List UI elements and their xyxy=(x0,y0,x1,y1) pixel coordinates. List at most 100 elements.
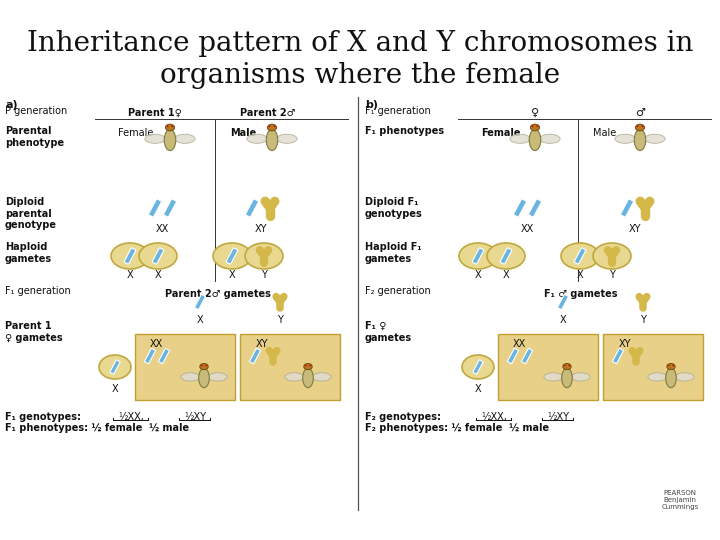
FancyBboxPatch shape xyxy=(240,334,340,400)
Text: X: X xyxy=(127,270,133,280)
Text: ½XY: ½XY xyxy=(547,412,569,422)
Text: ♀: ♀ xyxy=(531,108,539,118)
Polygon shape xyxy=(557,294,569,310)
Ellipse shape xyxy=(668,364,670,366)
Text: Y: Y xyxy=(640,315,646,325)
Ellipse shape xyxy=(636,125,639,127)
Polygon shape xyxy=(246,199,258,217)
Ellipse shape xyxy=(305,364,307,366)
Polygon shape xyxy=(508,348,518,364)
Ellipse shape xyxy=(529,130,541,151)
Polygon shape xyxy=(124,248,136,264)
Text: X: X xyxy=(197,315,203,325)
Polygon shape xyxy=(148,199,162,217)
Ellipse shape xyxy=(510,134,531,143)
Ellipse shape xyxy=(285,373,304,381)
Polygon shape xyxy=(144,348,156,364)
Ellipse shape xyxy=(181,373,199,381)
Text: XY: XY xyxy=(618,339,631,349)
Ellipse shape xyxy=(139,243,177,269)
Text: ½XX,: ½XX, xyxy=(118,412,144,422)
Ellipse shape xyxy=(247,134,267,143)
Ellipse shape xyxy=(531,124,539,131)
Text: Female: Female xyxy=(481,128,521,138)
FancyBboxPatch shape xyxy=(498,334,598,400)
Ellipse shape xyxy=(487,243,525,269)
Text: X: X xyxy=(155,270,161,280)
Text: Female: Female xyxy=(118,128,153,138)
Ellipse shape xyxy=(309,364,311,366)
Text: Parent 2♂ gametes: Parent 2♂ gametes xyxy=(165,289,271,299)
Ellipse shape xyxy=(667,363,675,370)
Text: F₁ generation: F₁ generation xyxy=(365,106,431,116)
Ellipse shape xyxy=(672,364,674,366)
Text: XX: XX xyxy=(513,339,526,349)
Text: F₁ phenotypes: ½ female  ½ male: F₁ phenotypes: ½ female ½ male xyxy=(5,423,189,433)
Ellipse shape xyxy=(175,134,195,143)
Ellipse shape xyxy=(540,134,560,143)
Polygon shape xyxy=(152,248,164,264)
Text: Haploid F₁
gametes: Haploid F₁ gametes xyxy=(365,242,422,264)
Ellipse shape xyxy=(531,125,534,127)
Polygon shape xyxy=(528,199,541,217)
Polygon shape xyxy=(521,348,533,364)
Ellipse shape xyxy=(245,243,283,269)
Ellipse shape xyxy=(145,134,166,143)
Ellipse shape xyxy=(266,130,278,151)
Ellipse shape xyxy=(213,243,251,269)
Ellipse shape xyxy=(634,130,646,151)
Text: b): b) xyxy=(365,100,378,110)
Ellipse shape xyxy=(644,134,665,143)
Ellipse shape xyxy=(199,368,210,388)
Ellipse shape xyxy=(564,364,566,366)
Polygon shape xyxy=(158,348,170,364)
Text: XY: XY xyxy=(629,224,642,234)
Text: P generation: P generation xyxy=(5,106,67,116)
Ellipse shape xyxy=(166,125,168,127)
Text: F₁ generation: F₁ generation xyxy=(5,286,71,296)
Text: X: X xyxy=(503,270,509,280)
Text: Haploid
gametes: Haploid gametes xyxy=(5,242,52,264)
Ellipse shape xyxy=(642,125,644,127)
Text: X: X xyxy=(559,315,567,325)
Ellipse shape xyxy=(205,364,207,366)
Ellipse shape xyxy=(666,368,676,388)
Ellipse shape xyxy=(636,124,644,131)
Text: X: X xyxy=(474,270,481,280)
Ellipse shape xyxy=(568,364,570,366)
Text: F₁ ♀
gametes: F₁ ♀ gametes xyxy=(365,321,412,342)
Ellipse shape xyxy=(99,355,131,379)
Ellipse shape xyxy=(562,368,572,388)
Ellipse shape xyxy=(208,373,227,381)
Text: Parent 1
♀ gametes: Parent 1 ♀ gametes xyxy=(5,321,63,342)
Text: XX: XX xyxy=(521,224,534,234)
Text: F₂ generation: F₂ generation xyxy=(365,286,431,296)
Polygon shape xyxy=(226,248,238,264)
Ellipse shape xyxy=(593,243,631,269)
Ellipse shape xyxy=(164,130,176,151)
Polygon shape xyxy=(109,360,120,374)
Ellipse shape xyxy=(615,134,635,143)
Text: X: X xyxy=(112,384,118,394)
Ellipse shape xyxy=(544,373,563,381)
Ellipse shape xyxy=(274,125,276,127)
Text: X: X xyxy=(229,270,235,280)
Text: XX: XX xyxy=(156,224,168,234)
Text: XY: XY xyxy=(256,339,269,349)
Ellipse shape xyxy=(200,363,208,370)
Ellipse shape xyxy=(675,373,694,381)
Ellipse shape xyxy=(267,124,276,131)
Text: F₂ genotypes:: F₂ genotypes: xyxy=(365,412,441,422)
Ellipse shape xyxy=(171,125,174,127)
Text: Parent 2♂: Parent 2♂ xyxy=(240,108,296,118)
Text: ½XY: ½XY xyxy=(184,412,206,422)
Text: Parent 1♀: Parent 1♀ xyxy=(128,108,182,118)
Polygon shape xyxy=(163,199,177,217)
Text: F₁ ♂ gametes: F₁ ♂ gametes xyxy=(544,289,618,299)
Ellipse shape xyxy=(312,373,331,381)
Text: Male: Male xyxy=(230,128,256,138)
Ellipse shape xyxy=(269,125,271,127)
FancyBboxPatch shape xyxy=(603,334,703,400)
Text: X: X xyxy=(577,270,583,280)
Ellipse shape xyxy=(166,124,174,131)
